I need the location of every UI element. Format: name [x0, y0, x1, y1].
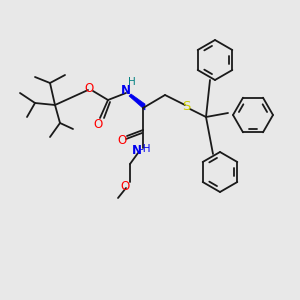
Text: H: H — [128, 77, 136, 87]
Text: O: O — [117, 134, 127, 146]
Text: N: N — [121, 85, 131, 98]
Polygon shape — [129, 94, 145, 110]
Text: O: O — [120, 181, 130, 194]
Text: O: O — [84, 82, 94, 94]
Text: S: S — [182, 100, 190, 112]
Text: -H: -H — [139, 144, 151, 154]
Text: N: N — [132, 143, 142, 157]
Text: O: O — [93, 118, 103, 130]
